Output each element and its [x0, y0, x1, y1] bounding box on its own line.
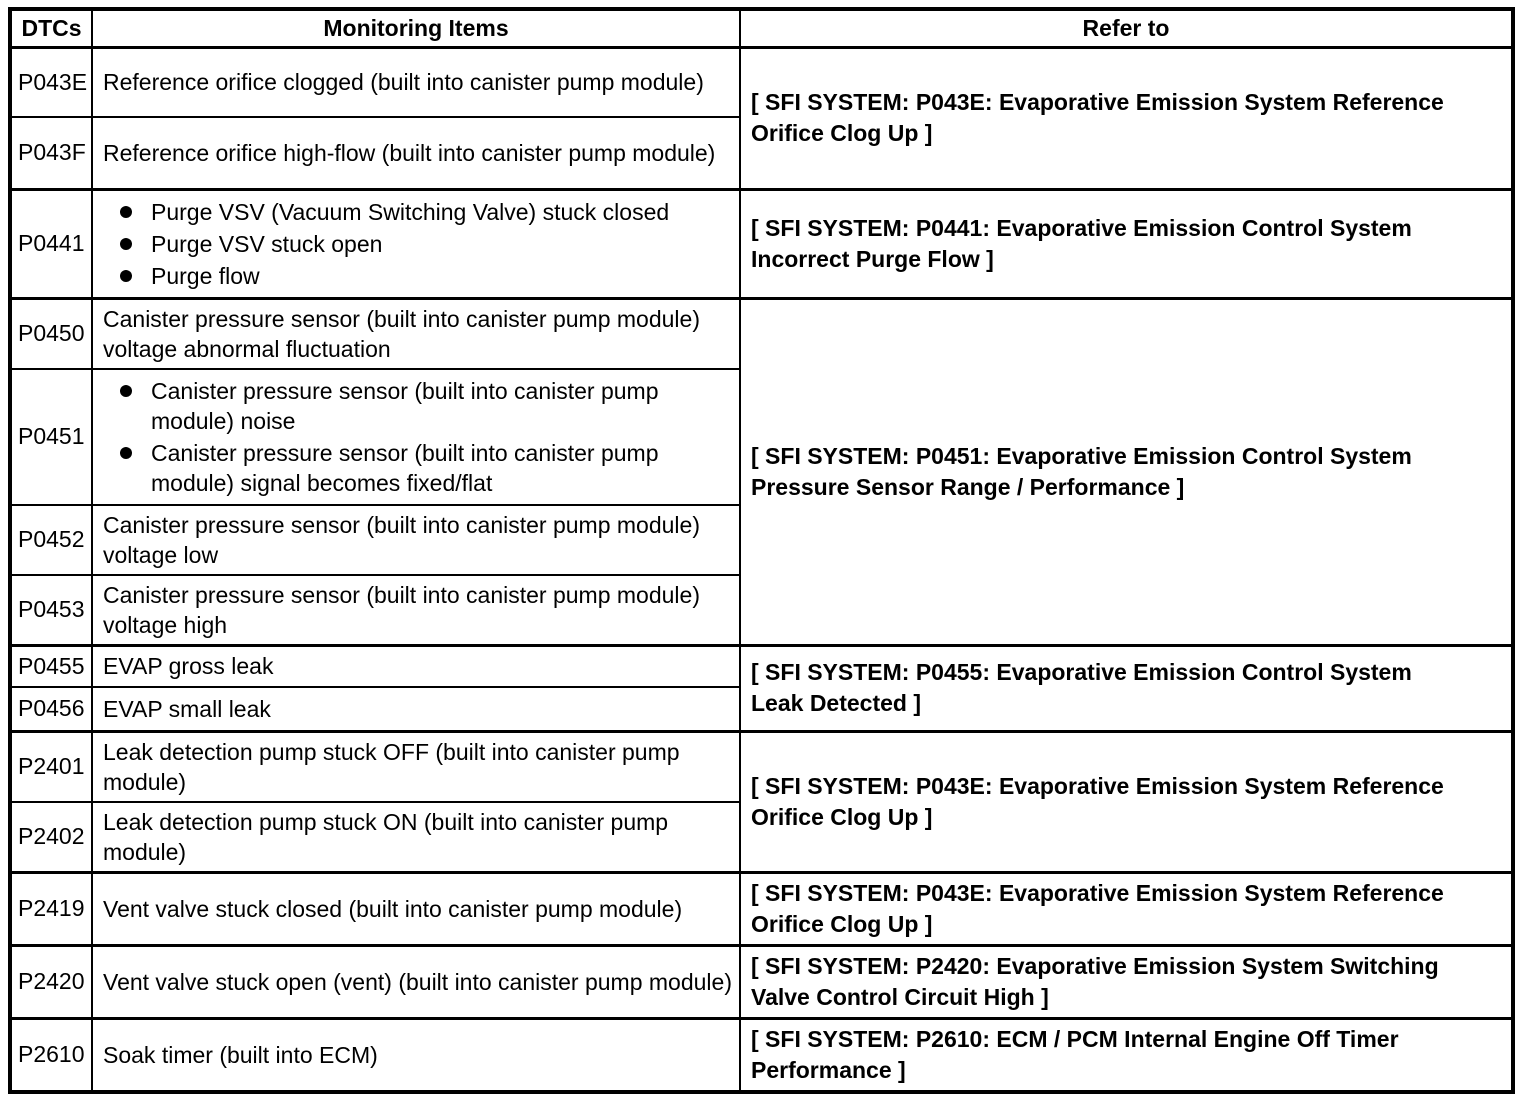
table-row: P2610 Soak timer (built into ECM) [ SFI …: [9, 1016, 1514, 1093]
dtc-code: P2402: [9, 800, 93, 873]
bullet-icon: [120, 446, 132, 459]
monitoring-item: Leak detection pump stuck OFF (built int…: [91, 729, 741, 803]
table-row: P0456 EVAP small leak: [9, 686, 1513, 732]
dtc-code: P0451: [9, 367, 93, 506]
refer-to-line: [ SFI SYSTEM: P043E: Evaporative Emissio…: [751, 772, 1444, 799]
refer-to-cell: [ SFI SYSTEM: P0455: Evaporative Emissio…: [739, 643, 1514, 732]
dtc-code: P0441: [9, 187, 93, 299]
monitoring-bullet-text: Purge flow: [151, 262, 260, 289]
table-row: P2420 Vent valve stuck open (vent) (buil…: [9, 943, 1514, 1019]
refer-to-cell: [ SFI SYSTEM: P2610: ECM / PCM Internal …: [739, 1016, 1514, 1093]
bullet-icon: [120, 205, 132, 218]
table-header-row: DTCs Monitoring Items Refer to: [9, 8, 1514, 49]
dtc-reference-table: DTCs Monitoring Items Refer to P043E Ref…: [8, 7, 1515, 1094]
dtc-code: P043F: [9, 116, 93, 190]
dtc-code: P2610: [9, 1016, 93, 1093]
refer-to-line: Valve Control Circuit High ]: [751, 983, 1049, 1010]
monitoring-item: Vent valve stuck closed (built into cani…: [91, 870, 741, 946]
monitoring-bullet-item: Purge VSV (Vacuum Switching Valve) stuck…: [103, 197, 737, 227]
refer-to-cell: [ SFI SYSTEM: P043E: Evaporative Emissio…: [739, 870, 1514, 946]
table-row: P2419 Vent valve stuck closed (built int…: [9, 870, 1514, 946]
bullet-icon: [120, 237, 132, 250]
monitoring-item: EVAP gross leak: [91, 643, 741, 688]
dtc-code: P0450: [9, 296, 93, 370]
table-row: P043F Reference orifice high-flow (built…: [9, 116, 1513, 190]
monitoring-item-list: Purge VSV (Vacuum Switching Valve) stuck…: [103, 197, 737, 291]
refer-to-line: [ SFI SYSTEM: P043E: Evaporative Emissio…: [751, 879, 1444, 906]
refer-to-cell: [ SFI SYSTEM: P043E: Evaporative Emissio…: [739, 729, 1514, 873]
monitoring-item: Soak timer (built into ECM): [91, 1016, 741, 1093]
monitoring-item: Canister pressure sensor (built into can…: [91, 503, 741, 576]
refer-to-cell: [ SFI SYSTEM: P0441: Evaporative Emissio…: [739, 187, 1514, 299]
dtc-code: P043E: [9, 45, 93, 118]
dtc-code: P2420: [9, 943, 93, 1019]
dtc-code: P2419: [9, 870, 93, 946]
table-row: P2401 Leak detection pump stuck OFF (bui…: [9, 729, 1514, 873]
monitoring-bullet-item: Canister pressure sensor (built into can…: [103, 438, 737, 498]
monitoring-item: Canister pressure sensor (built into can…: [91, 573, 741, 646]
table-row: P0452 Canister pressure sensor (built in…: [9, 503, 1513, 576]
refer-to-line: Incorrect Purge Flow ]: [751, 245, 994, 272]
refer-to-line: Performance ]: [751, 1056, 906, 1083]
refer-to-line: [ SFI SYSTEM: P2610: ECM / PCM Internal …: [751, 1025, 1399, 1052]
refer-to-line: [ SFI SYSTEM: P0455: Evaporative Emissio…: [751, 659, 1412, 685]
table-row: P0450 Canister pressure sensor (built in…: [9, 296, 1514, 646]
monitoring-bullet-item: Purge VSV stuck open: [103, 229, 737, 259]
monitoring-item-list: Canister pressure sensor (built into can…: [103, 376, 737, 498]
monitoring-bullet-text: Canister pressure sensor (built into can…: [151, 439, 659, 496]
refer-to-line: Orifice Clog Up ]: [751, 120, 933, 146]
dtc-code: P0456: [9, 686, 93, 732]
table-row: P043E Reference orifice clogged (built i…: [9, 45, 1514, 190]
monitoring-item: Purge VSV (Vacuum Switching Valve) stuck…: [91, 187, 741, 299]
monitoring-item: Reference orifice high-flow (built into …: [91, 116, 741, 190]
bullet-icon: [120, 384, 132, 397]
col-header-dtcs: DTCs: [9, 8, 93, 49]
refer-to-line: [ SFI SYSTEM: P0451: Evaporative Emissio…: [751, 442, 1412, 469]
refer-to-cell: [ SFI SYSTEM: P2420: Evaporative Emissio…: [739, 943, 1514, 1019]
table-row: P0441 Purge VSV (Vacuum Switching Valve)…: [9, 187, 1514, 299]
table-row: P2402 Leak detection pump stuck ON (buil…: [9, 800, 1513, 873]
refer-to-line: Leak Detected ]: [751, 690, 922, 716]
refer-to-line: [ SFI SYSTEM: P043E: Evaporative Emissio…: [751, 89, 1444, 115]
monitoring-item: EVAP small leak: [91, 686, 741, 732]
table-row: P0455 EVAP gross leak [ SFI SYSTEM: P045…: [9, 643, 1514, 732]
refer-to-cell: [ SFI SYSTEM: P043E: Evaporative Emissio…: [739, 45, 1514, 190]
monitoring-bullet-text: Canister pressure sensor (built into can…: [151, 377, 659, 434]
table-row: P0451 Canister pressure sensor (built in…: [9, 367, 1513, 506]
monitoring-item: Reference orifice clogged (built into ca…: [91, 45, 741, 118]
monitoring-item: Vent valve stuck open (vent) (built into…: [91, 943, 741, 1019]
monitoring-bullet-text: Purge VSV stuck open: [151, 230, 383, 257]
monitoring-item: Canister pressure sensor (built into can…: [91, 296, 741, 370]
refer-to-line: Orifice Clog Up ]: [751, 803, 933, 830]
monitoring-bullet-item: Purge flow: [103, 261, 737, 291]
refer-to-line: Orifice Clog Up ]: [751, 910, 933, 937]
monitoring-bullet-text: Purge VSV (Vacuum Switching Valve) stuck…: [151, 198, 670, 225]
monitoring-item: Canister pressure sensor (built into can…: [91, 367, 741, 506]
col-header-monitoring-items: Monitoring Items: [91, 8, 741, 49]
refer-to-cell: [ SFI SYSTEM: P0451: Evaporative Emissio…: [739, 296, 1514, 646]
refer-to-line: Pressure Sensor Range / Performance ]: [751, 473, 1185, 500]
dtc-code: P0452: [9, 503, 93, 576]
refer-to-line: [ SFI SYSTEM: P0441: Evaporative Emissio…: [751, 214, 1412, 241]
dtc-code: P2401: [9, 729, 93, 803]
refer-to-line: [ SFI SYSTEM: P2420: Evaporative Emissio…: [751, 952, 1439, 979]
dtc-code: P0455: [9, 643, 93, 688]
col-header-refer-to: Refer to: [739, 8, 1514, 49]
monitoring-bullet-item: Canister pressure sensor (built into can…: [103, 376, 737, 436]
table-row: P0453 Canister pressure sensor (built in…: [9, 573, 1513, 646]
bullet-icon: [120, 269, 132, 282]
dtc-code: P0453: [9, 573, 93, 646]
monitoring-item: Leak detection pump stuck ON (built into…: [91, 800, 741, 873]
